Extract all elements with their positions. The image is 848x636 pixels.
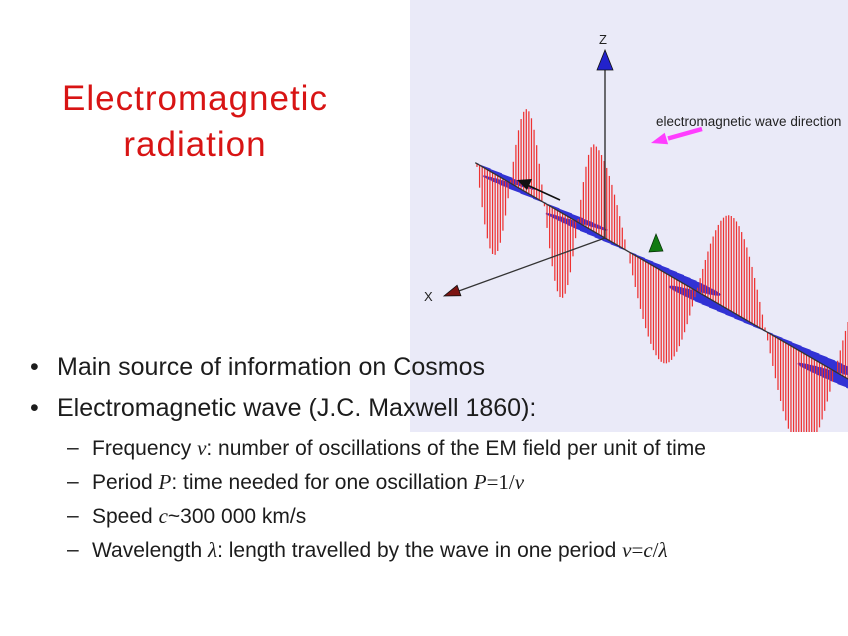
bullet-item: • Electromagnetic wave (J.C. Maxwell 1860… — [30, 393, 848, 424]
text-segment: = — [631, 538, 644, 562]
text-segment: : number of oscillations of the EM field… — [206, 437, 706, 460]
text-segment: Main source of information on Cosmos — [57, 353, 485, 381]
sub-bullet-item: – Frequency ν: number of oscillations of … — [67, 435, 848, 462]
z-arrow-icon — [596, 48, 614, 71]
text-segment: =1/ — [486, 470, 515, 494]
text-segment: c — [158, 504, 168, 528]
text-segment: λ — [658, 538, 668, 562]
title-line-2: radiation — [123, 125, 267, 164]
direction-arrow-shaft — [667, 126, 703, 141]
bullet-marker: – — [67, 538, 79, 561]
x-arrow-icon — [442, 284, 462, 297]
text-segment: / — [652, 538, 659, 562]
text-segment: ν — [514, 470, 525, 494]
bullet-marker: – — [67, 470, 79, 493]
text-segment: Wavelength — [92, 539, 208, 562]
bullet-text: Frequency ν: number of oscillations of t… — [92, 435, 706, 462]
e-field-wave — [476, 109, 848, 432]
sub-bullet-item: – Period P: time needed for one oscillati… — [67, 469, 848, 496]
text-segment: P — [473, 470, 487, 494]
bullet-marker: • — [30, 394, 39, 422]
text-segment: ν — [197, 436, 207, 460]
text-segment: ν — [622, 538, 632, 562]
text-segment: Frequency — [92, 437, 198, 460]
text-segment: Electromagnetic wave (J.C. Maxwell 1860)… — [57, 394, 537, 422]
z-axis-label: Z — [599, 32, 607, 47]
sub-bullet-item: – Speed c~300 000 km/s — [67, 503, 848, 530]
green-marker-icon — [648, 233, 664, 253]
bullet-marker: – — [67, 436, 79, 459]
text-segment: ~300 000 km/s — [167, 505, 307, 528]
bullet-text: Electromagnetic wave (J.C. Maxwell 1860)… — [57, 393, 536, 424]
x-axis-label: X — [424, 289, 433, 304]
bullet-marker: – — [67, 504, 79, 527]
bullet-text: Period P: time needed for one oscillatio… — [92, 469, 524, 496]
text-segment: Speed — [92, 505, 159, 528]
bullet-text: Speed c~300 000 km/s — [92, 503, 306, 530]
text-segment: : time needed for one oscillation — [171, 471, 474, 494]
title-line-1: Electromagnetic — [62, 79, 328, 118]
slide-title: Electromagnetic radiation — [12, 76, 378, 168]
text-segment: P — [158, 470, 172, 494]
bullet-text: Wavelength λ: length travelled by the wa… — [92, 537, 668, 564]
b-field-arrow-icon — [517, 179, 532, 190]
text-segment: c — [643, 538, 653, 562]
direction-arrow-icon — [651, 132, 669, 145]
propagation-axis-line — [474, 162, 848, 380]
sub-bullet-item: – Wavelength λ: length travelled by the w… — [67, 537, 848, 564]
bullet-item: • Main source of information on Cosmos — [30, 352, 848, 383]
text-segment: : length travelled by the wave in one pe… — [217, 539, 623, 562]
bullet-marker: • — [30, 353, 39, 381]
b-arrow-shaft — [524, 183, 561, 201]
wave-direction-label: electromagnetic wave direction — [656, 114, 841, 129]
text-segment: λ — [207, 538, 218, 562]
x-axis-line — [455, 237, 606, 293]
bullet-text: Main source of information on Cosmos — [57, 352, 485, 383]
text-segment: Period — [92, 471, 159, 494]
bullet-list: • Main source of information on Cosmos • El… — [0, 352, 848, 571]
